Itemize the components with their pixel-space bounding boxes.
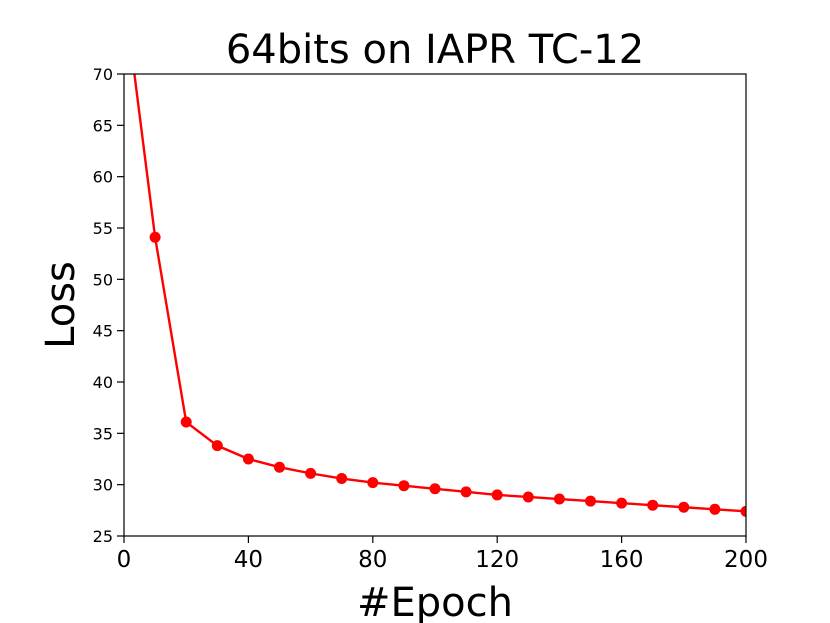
x-tick-label: 120 <box>475 547 519 573</box>
x-tick-label: 80 <box>358 547 387 573</box>
y-tick-label: 30 <box>93 476 113 495</box>
loss-data-point <box>274 461 285 473</box>
x-tick-label: 160 <box>600 547 644 573</box>
loss-data-point <box>429 483 441 495</box>
loss-data-point <box>242 453 254 465</box>
y-tick-label: 25 <box>93 527 113 546</box>
loss-data-point <box>709 503 721 515</box>
loss-data-point <box>616 497 628 509</box>
loss-data-point <box>678 501 690 513</box>
y-tick-label: 40 <box>93 373 113 392</box>
y-tick-label: 55 <box>93 219 113 238</box>
loss-data-point <box>647 499 659 511</box>
loss-data-point <box>180 416 192 428</box>
loss-data-point <box>398 480 410 492</box>
loss-data-point <box>211 440 223 452</box>
x-tick-label: 0 <box>117 547 132 573</box>
y-tick-label: 65 <box>93 116 113 135</box>
loss-data-point <box>585 495 596 507</box>
y-tick-label: 60 <box>93 168 113 187</box>
y-axis-label: Loss <box>38 261 84 349</box>
loss-data-point <box>149 231 161 243</box>
y-tick-label: 50 <box>93 270 113 289</box>
loss-data-point <box>522 491 534 503</box>
loss-data-point <box>460 486 472 498</box>
y-tick-label: 45 <box>93 322 113 341</box>
loss-data-point <box>305 467 317 479</box>
loss-series-line <box>133 74 746 513</box>
y-tick-label: 35 <box>93 424 113 443</box>
loss-data-point <box>553 493 565 505</box>
x-tick-label: 40 <box>234 547 263 573</box>
loss-data-point <box>491 489 503 501</box>
plot-frame <box>123 73 747 537</box>
loss-data-point <box>336 473 348 485</box>
loss-data-point <box>367 477 379 489</box>
x-tick-label: 200 <box>724 547 768 573</box>
chart-title: 64bits on IAPR TC-12 <box>226 27 644 73</box>
x-axis-label: #Epoch <box>357 580 513 623</box>
loss-data-point <box>740 505 746 517</box>
y-tick-label: 70 <box>93 65 113 84</box>
